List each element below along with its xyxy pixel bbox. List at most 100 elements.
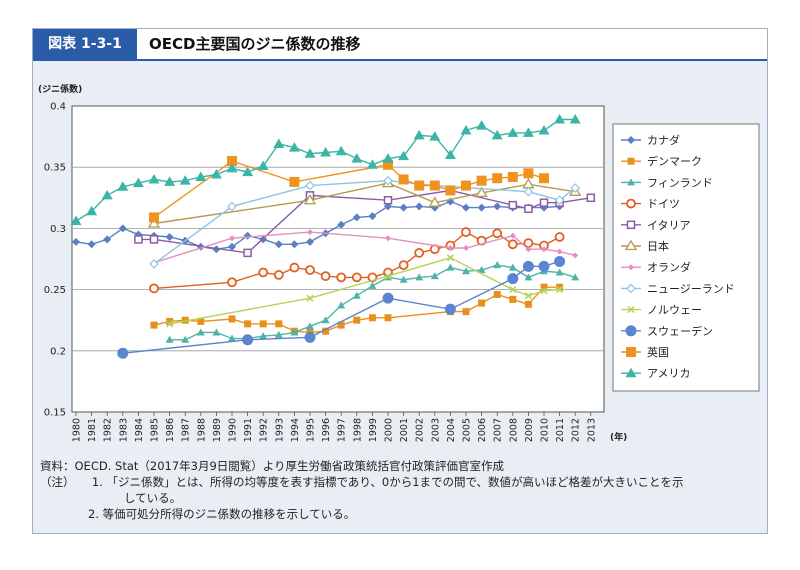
series-英国: [149, 156, 549, 223]
legend-label: アメリカ: [647, 367, 690, 380]
data-point: [303, 193, 317, 205]
legend-box: [612, 123, 760, 392]
data-point: [541, 246, 547, 253]
data-point: [227, 156, 237, 167]
data-point: [274, 240, 283, 249]
data-point: [181, 335, 190, 343]
data-point: [493, 261, 502, 269]
data-point: [538, 124, 550, 135]
data-point: [444, 149, 456, 159]
data-point: [258, 267, 269, 278]
data-point: [289, 176, 300, 187]
data-point: [509, 232, 516, 239]
y-tick-label: 0.2: [50, 346, 66, 357]
data-point: [306, 237, 314, 246]
data-point: [118, 224, 127, 233]
data-point: [428, 196, 441, 207]
data-point: [87, 240, 96, 249]
y-tick-label: 0.3: [50, 224, 66, 235]
data-point: [195, 171, 207, 181]
note-1-text: 「ジニ係数」とは、所得の均等度を表す指標であり、0から1までの間で、数値が高いほ…: [106, 475, 684, 489]
data-point: [447, 244, 454, 251]
data-point: [539, 198, 549, 207]
legend-item: カナダ: [621, 133, 680, 147]
legend-label: スウェーデン: [647, 324, 713, 338]
data-point: [384, 272, 392, 280]
data-point: [493, 202, 502, 211]
data-point: [460, 124, 472, 135]
x-tick-label: 2001: [399, 418, 410, 442]
data-point: [446, 263, 455, 271]
data-point: [320, 147, 332, 157]
data-point: [149, 212, 159, 223]
x-tick-label: 2002: [415, 418, 426, 442]
data-point: [305, 180, 315, 191]
data-point: [399, 203, 408, 212]
x-tick-label: 1997: [337, 418, 348, 442]
legend-item: ノルウェー: [621, 304, 702, 317]
data-point: [491, 129, 503, 140]
data-point: [398, 260, 409, 271]
x-tick-label: 1999: [368, 418, 379, 442]
data-point: [463, 244, 469, 251]
data-point: [627, 178, 635, 186]
data-point: [476, 235, 487, 246]
data-point: [586, 193, 596, 203]
note-2-number: 2.: [88, 507, 99, 521]
series-スウェーデン: [117, 255, 566, 359]
data-point: [475, 186, 488, 198]
data-point: [227, 277, 237, 288]
data-point: [382, 153, 394, 163]
y-tick-label: 0.25: [44, 285, 66, 296]
data-point: [166, 317, 174, 325]
data-point: [554, 195, 565, 206]
data-point: [523, 186, 534, 197]
data-point: [507, 171, 518, 182]
series-ドイツ: [149, 227, 565, 294]
data-point: [399, 275, 408, 283]
data-point: [382, 292, 394, 304]
data-point: [304, 331, 316, 343]
x-axis-unit: (年): [610, 431, 627, 443]
data-point: [290, 240, 299, 249]
title-bar: 図表 1-3-1 OECD主要国のジニ係数の推移: [33, 29, 767, 61]
data-point: [352, 213, 361, 222]
data-point: [626, 220, 636, 230]
data-point: [165, 335, 174, 343]
x-tick-label: 1981: [87, 418, 98, 442]
legend-label: カナダ: [647, 133, 680, 147]
data-point: [352, 291, 361, 299]
data-point: [555, 268, 564, 276]
data-point: [336, 272, 347, 283]
data-point: [70, 215, 82, 226]
data-point: [571, 273, 580, 281]
data-point: [164, 176, 176, 186]
data-point: [556, 283, 564, 291]
x-tick-label: 1987: [181, 418, 192, 442]
series-group: [70, 113, 596, 359]
x-tick-label: 1990: [228, 418, 239, 442]
x-tick-label: 2000: [384, 418, 395, 442]
data-point: [149, 283, 159, 294]
x-tick-label: 2008: [508, 418, 519, 442]
series-日本: [147, 176, 582, 228]
figure-number: 図表 1-3-1: [33, 29, 137, 59]
data-point: [228, 242, 236, 251]
data-point: [625, 325, 637, 337]
data-point: [290, 328, 299, 336]
y-axis-label: (ジニ係数): [38, 83, 82, 95]
data-point: [413, 129, 425, 140]
data-point: [554, 232, 565, 242]
data-point: [414, 247, 425, 258]
data-point: [351, 153, 363, 163]
data-point: [444, 303, 456, 315]
data-point: [538, 260, 550, 272]
data-point: [210, 169, 222, 179]
x-tick-label: 1992: [259, 418, 270, 442]
x-tick-label: 2011: [555, 418, 566, 442]
data-point: [522, 260, 534, 272]
data-point: [429, 131, 441, 141]
data-point: [353, 316, 361, 324]
data-point: [626, 347, 636, 357]
data-point: [508, 263, 517, 271]
